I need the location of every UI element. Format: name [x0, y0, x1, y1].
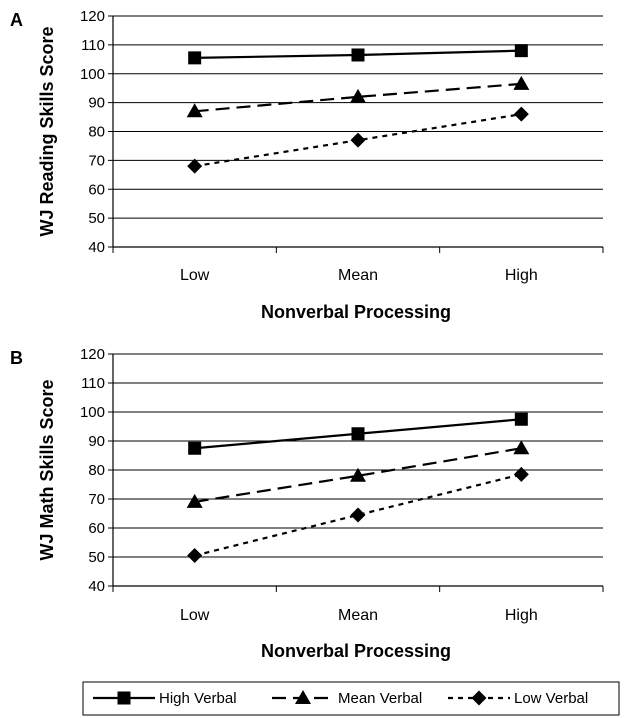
- data-point: [513, 440, 530, 455]
- y-axis-title: WJ Reading Skills Score: [37, 26, 57, 236]
- data-point: [514, 44, 528, 58]
- data-point: [187, 158, 203, 174]
- x-tick-label: High: [505, 607, 538, 624]
- y-tick-label: 110: [81, 37, 105, 54]
- data-point: [188, 441, 202, 455]
- data-point: [187, 548, 203, 564]
- data-point: [513, 466, 529, 482]
- data-point: [351, 427, 365, 441]
- x-tick-label: Mean: [338, 267, 378, 284]
- y-tick-label: 50: [88, 549, 105, 566]
- y-tick-label: 90: [88, 95, 105, 112]
- legend-marker: [117, 691, 131, 705]
- y-tick-label: 40: [88, 239, 105, 256]
- legend-box: [82, 681, 620, 716]
- y-tick-label: 70: [88, 491, 105, 508]
- y-tick-label: 60: [88, 520, 105, 537]
- data-point: [186, 103, 203, 118]
- y-tick-label: 100: [80, 66, 105, 83]
- legend-entry-mean-verbal: Mean Verbal: [272, 690, 422, 707]
- x-tick-label: Low: [180, 607, 210, 624]
- legend: High Verbal Mean Verbal Low Verbal: [82, 681, 620, 716]
- y-tick-label: 80: [88, 462, 105, 479]
- y-axis-title: WJ Math Skills Score: [37, 379, 57, 560]
- y-tick-label: 100: [80, 404, 105, 421]
- series-high-verbal: [188, 412, 528, 455]
- data-point: [514, 412, 528, 426]
- y-tick-label: 50: [88, 210, 105, 227]
- series-low-verbal: [187, 466, 529, 564]
- panel-letter: B: [10, 348, 23, 368]
- series-mean-verbal: [186, 75, 530, 118]
- y-tick-label: 120: [80, 346, 105, 363]
- x-tick-label: High: [505, 267, 538, 284]
- panel-a-reading-chart: A 40 50 60 70 80 90 100 110 120 Low Mean High Nonverb…: [10, 8, 604, 322]
- data-point: [350, 132, 366, 148]
- y-tick-label: 90: [88, 433, 105, 450]
- series-line: [194, 82, 522, 113]
- data-point: [188, 51, 202, 65]
- series-low-verbal: [187, 106, 529, 174]
- legend-entry-high-verbal: High Verbal: [93, 690, 237, 707]
- data-point: [513, 106, 529, 122]
- x-axis-title: Nonverbal Processing: [261, 641, 451, 661]
- y-tick-label: 80: [88, 124, 105, 141]
- legend-label: High Verbal: [159, 690, 237, 707]
- legend-label: Low Verbal: [514, 690, 588, 707]
- x-tick-label: Low: [180, 267, 210, 284]
- series-mean-verbal: [186, 440, 530, 508]
- data-point: [186, 493, 203, 508]
- data-point: [351, 48, 365, 62]
- data-point: [513, 75, 530, 90]
- series-line: [194, 447, 522, 503]
- data-point: [350, 467, 366, 482]
- y-tick-label: 70: [88, 152, 105, 169]
- data-point: [350, 88, 366, 103]
- legend-marker: [295, 690, 311, 704]
- y-tick-label: 40: [88, 578, 105, 595]
- y-tick-label: 60: [88, 181, 105, 198]
- legend-marker: [471, 690, 487, 706]
- y-tick-label: 110: [81, 375, 105, 392]
- panel-letter: A: [10, 10, 23, 30]
- panel-b-math-chart: B 40 50 60 70 80 90 100 110 120 Low Mean High Nonverb…: [10, 346, 604, 661]
- x-axis-title: Nonverbal Processing: [261, 302, 451, 322]
- x-tick-label: Mean: [338, 607, 378, 624]
- legend-entry-low-verbal: Low Verbal: [448, 690, 588, 707]
- data-point: [350, 507, 366, 523]
- legend-label: Mean Verbal: [338, 690, 422, 707]
- series-line: [194, 473, 522, 557]
- y-tick-label: 120: [80, 8, 105, 25]
- series-high-verbal: [188, 44, 528, 65]
